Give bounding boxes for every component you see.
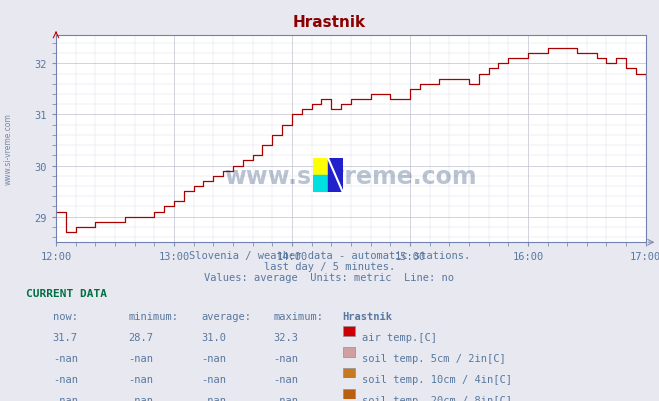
Text: average:: average:	[201, 311, 251, 321]
Text: soil temp. 5cm / 2in[C]: soil temp. 5cm / 2in[C]	[362, 353, 506, 363]
Text: Slovenia / weather data - automatic stations.: Slovenia / weather data - automatic stat…	[189, 251, 470, 261]
Text: -nan: -nan	[129, 395, 154, 401]
Text: -nan: -nan	[273, 395, 299, 401]
Text: -nan: -nan	[273, 374, 299, 384]
Text: now:: now:	[53, 311, 78, 321]
Bar	[313, 176, 328, 192]
Text: -nan: -nan	[201, 374, 226, 384]
Text: -nan: -nan	[53, 374, 78, 384]
Text: -nan: -nan	[201, 353, 226, 363]
Text: maximum:: maximum:	[273, 311, 324, 321]
Text: 28.7: 28.7	[129, 332, 154, 342]
Text: -nan: -nan	[129, 353, 154, 363]
Text: -nan: -nan	[53, 395, 78, 401]
Polygon shape	[328, 158, 343, 192]
Text: www.si-vreme.com: www.si-vreme.com	[225, 164, 477, 188]
Text: -nan: -nan	[273, 353, 299, 363]
Text: air temp.[C]: air temp.[C]	[362, 332, 438, 342]
Text: Values: average  Units: metric  Line: no: Values: average Units: metric Line: no	[204, 272, 455, 282]
Text: 31.0: 31.0	[201, 332, 226, 342]
Text: 32.3: 32.3	[273, 332, 299, 342]
Text: last day / 5 minutes.: last day / 5 minutes.	[264, 261, 395, 271]
Text: -nan: -nan	[53, 353, 78, 363]
Text: Hrastnik: Hrastnik	[343, 311, 393, 321]
Text: CURRENT DATA: CURRENT DATA	[26, 288, 107, 298]
Text: www.si-vreme.com: www.si-vreme.com	[3, 113, 13, 184]
Text: -nan: -nan	[129, 374, 154, 384]
Text: soil temp. 20cm / 8in[C]: soil temp. 20cm / 8in[C]	[362, 395, 513, 401]
Text: -nan: -nan	[201, 395, 226, 401]
Text: minimum:: minimum:	[129, 311, 179, 321]
Text: Hrastnik: Hrastnik	[293, 15, 366, 30]
Text: 31.7: 31.7	[53, 332, 78, 342]
Bar	[313, 158, 328, 176]
Text: soil temp. 10cm / 4in[C]: soil temp. 10cm / 4in[C]	[362, 374, 513, 384]
